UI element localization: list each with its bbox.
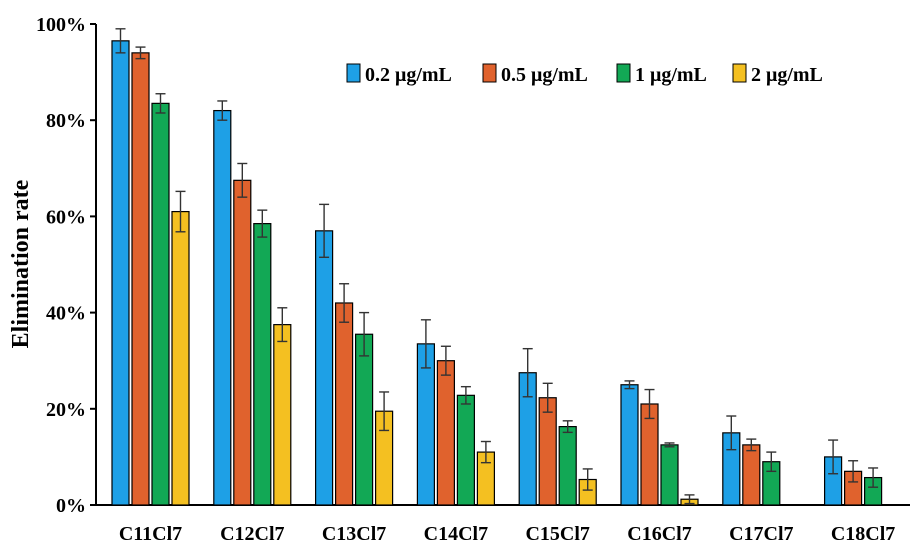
bar [620, 384, 639, 506]
bars-group [111, 40, 883, 506]
y-tick-label: 80% [46, 110, 86, 132]
legend-label: 2 μg/mL [751, 64, 823, 86]
error-bar [257, 209, 268, 238]
error-bar [828, 439, 839, 475]
error-bar [319, 203, 330, 258]
legend: 0.2 μg/mL 0.5 μg/mL 1 μg/mL 2 μg/mL [346, 63, 823, 86]
x-category-label: C14Cl7 [424, 523, 488, 545]
bar [151, 102, 170, 506]
bar [355, 333, 374, 506]
y-axis-title: Elimination rate [8, 179, 34, 348]
bar [640, 403, 659, 506]
legend-swatch [346, 63, 361, 83]
y-tick-label: 40% [46, 303, 86, 325]
legend-swatch [616, 63, 631, 83]
x-category-label: C13Cl7 [322, 523, 386, 545]
y-tick-label: 60% [46, 206, 86, 228]
y-tick-label: 20% [46, 399, 86, 421]
error-bar [440, 345, 451, 376]
bar [273, 324, 292, 506]
bar [335, 302, 354, 506]
legend-item: 0.2 μg/mL [346, 63, 452, 86]
bar [213, 109, 232, 506]
error-bar [115, 28, 126, 54]
error-bar [766, 451, 777, 473]
x-category-labels: C11Cl7 C12Cl7 C13Cl7 C14Cl7 C15Cl7 C16Cl7 C17C… [119, 523, 895, 545]
error-bar [684, 494, 695, 505]
x-category-label: C16Cl7 [627, 523, 691, 545]
error-bar [582, 468, 593, 491]
error-bar [237, 162, 248, 198]
error-bar [746, 438, 757, 452]
error-bar [420, 319, 431, 369]
error-bar [522, 347, 533, 398]
legend-item: 0.5 μg/mL [482, 63, 588, 86]
error-bar [480, 440, 491, 464]
error-bar [868, 467, 879, 488]
bar [558, 425, 577, 506]
error-bar [664, 442, 675, 448]
legend-label: 1 μg/mL [635, 64, 707, 86]
bar [436, 360, 455, 506]
x-category-label: C18Cl7 [831, 523, 895, 545]
error-bar [624, 380, 635, 390]
error-bars-group [115, 28, 879, 505]
error-bar [339, 283, 350, 323]
legend-swatch [482, 63, 497, 83]
legend-swatch [732, 63, 747, 83]
legend-label: 0.2 μg/mL [365, 64, 452, 86]
error-bar [562, 420, 573, 434]
legend-label: 0.5 μg/mL [501, 64, 588, 86]
bar [111, 40, 130, 506]
bar [538, 397, 557, 506]
bar [131, 52, 150, 506]
bar [660, 444, 679, 506]
bar [456, 394, 475, 506]
error-bar [359, 311, 370, 357]
legend-item: 2 μg/mL [732, 63, 823, 86]
legend-item: 1 μg/mL [616, 63, 707, 86]
error-bar [848, 460, 859, 483]
error-bar [175, 190, 186, 233]
error-bar [217, 100, 228, 121]
error-bar [155, 93, 166, 114]
error-bar [379, 391, 390, 432]
y-tick-label: 0% [56, 495, 86, 517]
bar [315, 230, 334, 506]
y-tick-label: 100% [36, 14, 86, 36]
x-category-label: C12Cl7 [220, 523, 284, 545]
error-bar [726, 415, 737, 451]
x-category-label: C15Cl7 [525, 523, 589, 545]
error-bar [460, 385, 471, 405]
error-bar [542, 382, 553, 413]
bar [742, 444, 761, 506]
bar [233, 179, 252, 506]
bar [171, 210, 190, 506]
error-bar [277, 307, 288, 343]
x-category-label: C11Cl7 [119, 523, 182, 545]
bar [253, 223, 272, 506]
y-tick-labels: 0% 20% 40% 60% 80% 100% [36, 14, 96, 517]
error-bar [644, 388, 655, 420]
error-bar [135, 46, 146, 60]
x-category-label: C17Cl7 [729, 523, 793, 545]
